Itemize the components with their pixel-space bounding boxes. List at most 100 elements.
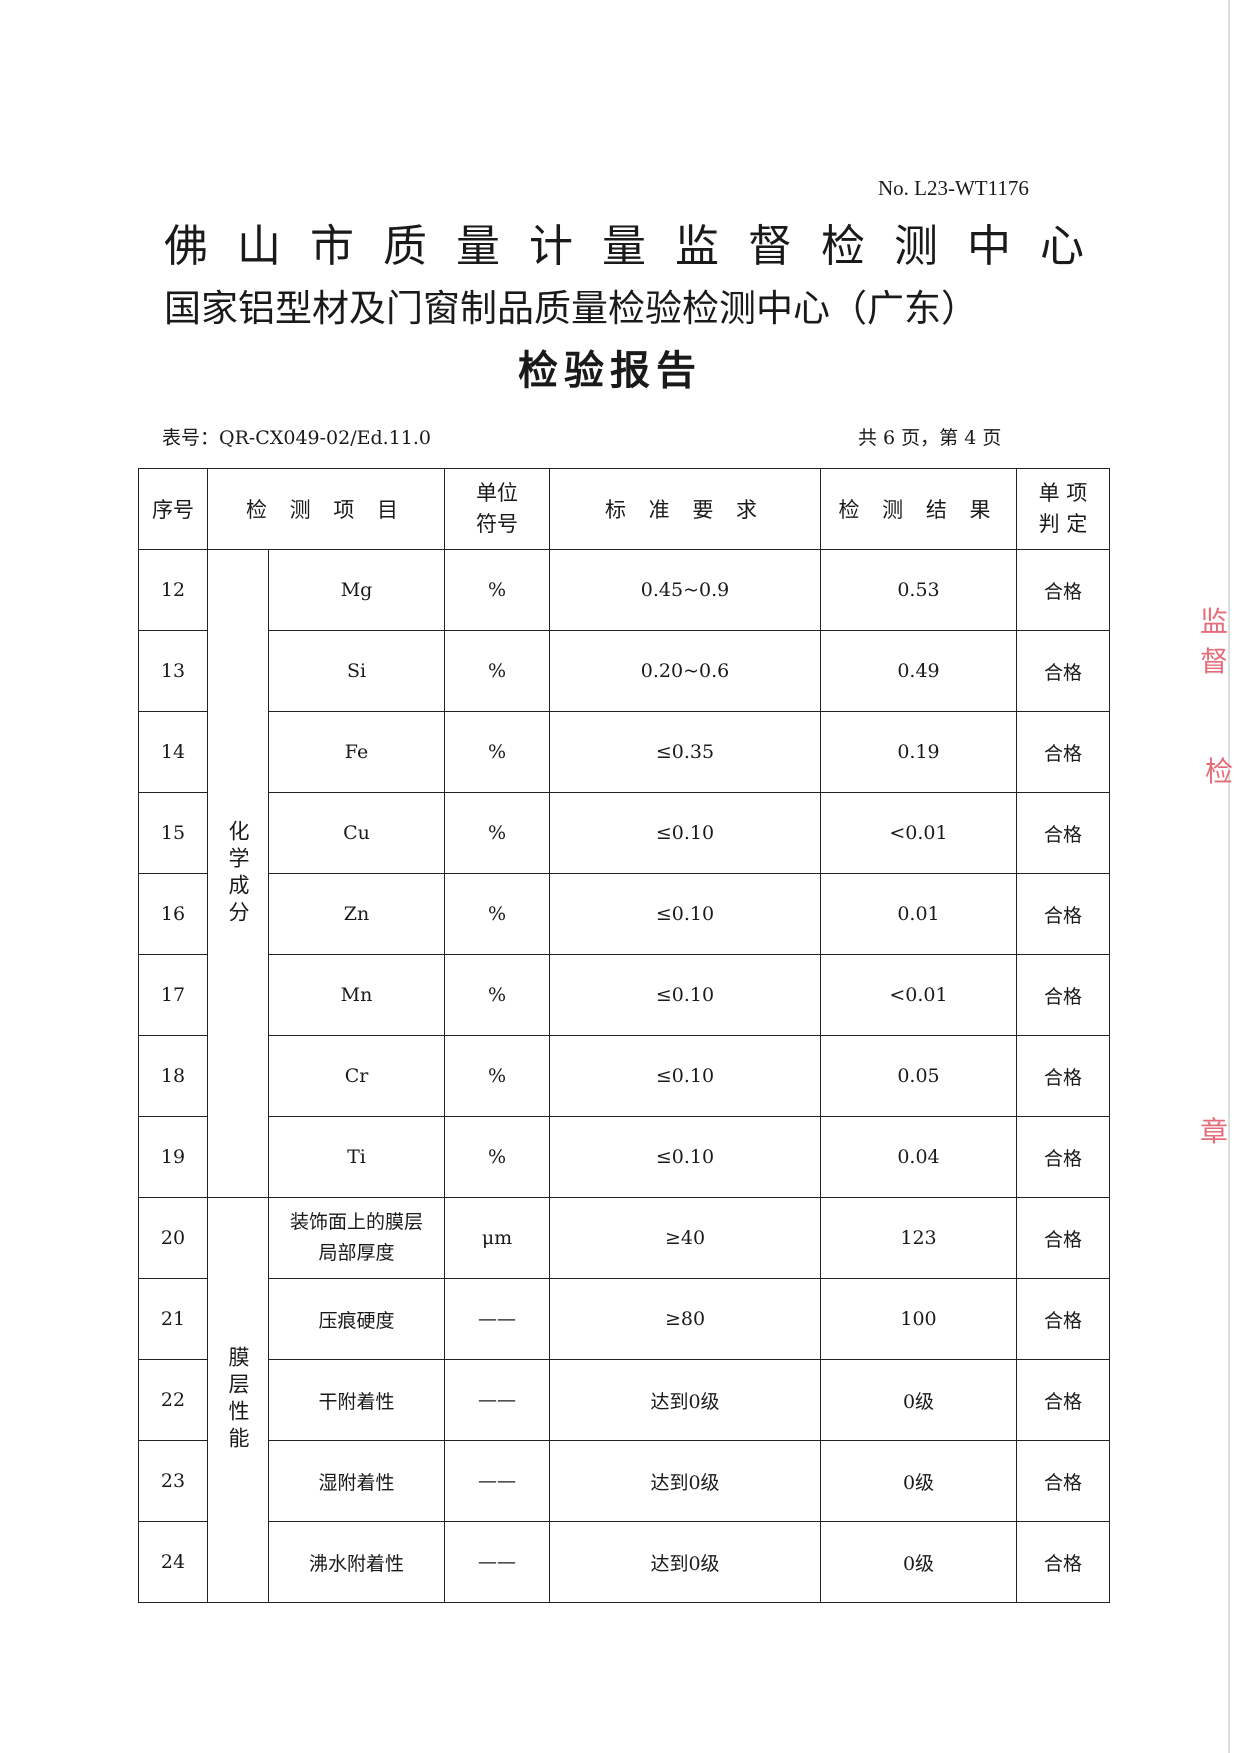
row-result: <0.01 bbox=[820, 792, 1017, 874]
row-unit: % bbox=[444, 549, 550, 631]
row-item: 干附着性 bbox=[268, 1359, 445, 1441]
header-verdict-line: 判 定 bbox=[1038, 512, 1088, 536]
row-requirement: 达到0级 bbox=[549, 1521, 821, 1603]
row-unit: —— bbox=[444, 1440, 550, 1522]
row-item: Ti bbox=[268, 1116, 445, 1198]
row-result: 0.01 bbox=[820, 873, 1017, 955]
row-unit: % bbox=[444, 1116, 550, 1198]
table-row: 15 Cu% ≤0.10 <0.01 合格 bbox=[138, 792, 1110, 874]
row-result: 0.19 bbox=[820, 711, 1017, 793]
table-row: 19 Ti% ≤0.10 0.04 合格 bbox=[138, 1116, 1110, 1198]
row-item: 湿附着性 bbox=[268, 1440, 445, 1522]
table-row: 23 湿附着性 —— 达到0级 0级 合格 bbox=[138, 1440, 1110, 1522]
row-no: 18 bbox=[138, 1035, 208, 1117]
row-requirement: ≥40 bbox=[549, 1197, 821, 1279]
row-result: 0.05 bbox=[820, 1035, 1017, 1117]
row-requirement: ≤0.10 bbox=[549, 1035, 821, 1117]
row-result: 0级 bbox=[820, 1440, 1017, 1522]
row-result: 0级 bbox=[820, 1359, 1017, 1441]
row-verdict: 合格 bbox=[1016, 1278, 1110, 1360]
row-unit: % bbox=[444, 630, 550, 712]
table-header: 序号 检 测 项 目 单位 符号 标 准 要 求 检 测 结 果 单 项判 定 bbox=[138, 468, 1110, 550]
row-no: 13 bbox=[138, 630, 208, 712]
row-no: 17 bbox=[138, 954, 208, 1036]
item-line: 装饰面上的膜层 bbox=[289, 1211, 423, 1233]
doc-title: 检验报告 bbox=[518, 348, 702, 394]
row-requirement: 达到0级 bbox=[549, 1359, 821, 1441]
row-unit: —— bbox=[444, 1521, 550, 1603]
header-no: 序号 bbox=[138, 468, 208, 550]
row-verdict: 合格 bbox=[1016, 954, 1110, 1036]
table-row: 18 Cr% ≤0.10 0.05 合格 bbox=[138, 1035, 1110, 1117]
row-result: 0级 bbox=[820, 1521, 1017, 1603]
header-verdict: 单 项判 定 bbox=[1016, 468, 1110, 550]
row-item: 装饰面上的膜层 局部厚度 bbox=[268, 1197, 445, 1279]
group-coating: 膜层性能 bbox=[207, 1197, 269, 1603]
row-unit: —— bbox=[444, 1278, 550, 1360]
header-verdict-line: 单 项 bbox=[1038, 481, 1088, 505]
table-row: 12 化学成分 Mg% 0.45~0.9 0.53 合格 bbox=[138, 549, 1110, 1198]
row-verdict: 合格 bbox=[1016, 1521, 1110, 1603]
row-unit: % bbox=[444, 792, 550, 874]
table-row: 14 Fe% ≤0.35 0.19 合格 bbox=[138, 711, 1110, 793]
row-requirement: 0.20~0.6 bbox=[549, 630, 821, 712]
org-title: 佛山市质量计量监督检测中心 bbox=[164, 221, 1113, 272]
row-no: 22 bbox=[138, 1359, 208, 1441]
row-result: 0.53 bbox=[820, 549, 1017, 631]
row-no: 20 bbox=[138, 1197, 208, 1279]
row-no: 24 bbox=[138, 1521, 208, 1603]
row-item: 沸水附着性 bbox=[268, 1521, 445, 1603]
row-requirement: 达到0级 bbox=[549, 1440, 821, 1522]
page-count: 共 6 页，第 4 页 bbox=[858, 427, 1002, 449]
row-verdict: 合格 bbox=[1016, 711, 1110, 793]
row-requirement: ≤0.10 bbox=[549, 792, 821, 874]
form-number: 表号：QR-CX049-02/Ed.11.0 bbox=[162, 427, 432, 449]
row-requirement: ≤0.35 bbox=[549, 711, 821, 793]
row-unit: —— bbox=[444, 1359, 550, 1441]
row-no: 16 bbox=[138, 873, 208, 955]
row-item: Cr bbox=[268, 1035, 445, 1117]
item-line: 局部厚度 bbox=[318, 1242, 395, 1264]
row-item: Si bbox=[268, 630, 445, 712]
row-result: <0.01 bbox=[820, 954, 1017, 1036]
row-unit: % bbox=[444, 1035, 550, 1117]
row-item: Mn bbox=[268, 954, 445, 1036]
header-result: 检 测 结 果 bbox=[820, 468, 1017, 550]
row-verdict: 合格 bbox=[1016, 1035, 1110, 1117]
row-item: 压痕硬度 bbox=[268, 1278, 445, 1360]
row-result: 0.04 bbox=[820, 1116, 1017, 1198]
row-verdict: 合格 bbox=[1016, 1440, 1110, 1522]
row-verdict: 合格 bbox=[1016, 873, 1110, 955]
report-number: No. L23-WT1176 bbox=[878, 176, 1029, 200]
row-no: 21 bbox=[138, 1278, 208, 1360]
table-row: 22 干附着性 —— 达到0级 0级 合格 bbox=[138, 1359, 1110, 1441]
inspection-table: 序号 检 测 项 目 单位 符号 标 准 要 求 检 测 结 果 单 项判 定 1… bbox=[138, 468, 1110, 1603]
row-item: Zn bbox=[268, 873, 445, 955]
scan-edge bbox=[1228, 0, 1230, 1753]
row-verdict: 合格 bbox=[1016, 1359, 1110, 1441]
row-no: 12 bbox=[138, 549, 208, 631]
row-verdict: 合格 bbox=[1016, 1116, 1110, 1198]
stamp-fragment: 监督 bbox=[1200, 605, 1229, 678]
row-no: 23 bbox=[138, 1440, 208, 1522]
table-row: 13 Si% 0.20~0.6 0.49 合格 bbox=[138, 630, 1110, 712]
row-requirement: 0.45~0.9 bbox=[549, 549, 821, 631]
row-unit: % bbox=[444, 711, 550, 793]
table-row: 20 膜层性能 装饰面上的膜层 局部厚度 μm ≥40 123 合格 bbox=[138, 1197, 1110, 1603]
row-verdict: 合格 bbox=[1016, 549, 1110, 631]
row-result: 100 bbox=[820, 1278, 1017, 1360]
table-row: 24 沸水附着性 —— 达到0级 0级 合格 bbox=[138, 1521, 1110, 1603]
header-item: 检 测 项 目 bbox=[207, 468, 445, 550]
row-no: 15 bbox=[138, 792, 208, 874]
row-no: 19 bbox=[138, 1116, 208, 1198]
row-verdict: 合格 bbox=[1016, 792, 1110, 874]
row-result: 0.49 bbox=[820, 630, 1017, 712]
row-unit: μm bbox=[444, 1197, 550, 1279]
row-item: Mg bbox=[268, 549, 445, 631]
header-unit-line: 符号 bbox=[476, 512, 518, 536]
group-chemical: 化学成分 bbox=[207, 549, 269, 1198]
row-requirement: ≤0.10 bbox=[549, 954, 821, 1036]
header-unit: 单位 符号 bbox=[444, 468, 550, 550]
row-verdict: 合格 bbox=[1016, 1197, 1110, 1279]
table-row: 17 Mn% ≤0.10 <0.01 合格 bbox=[138, 954, 1110, 1036]
